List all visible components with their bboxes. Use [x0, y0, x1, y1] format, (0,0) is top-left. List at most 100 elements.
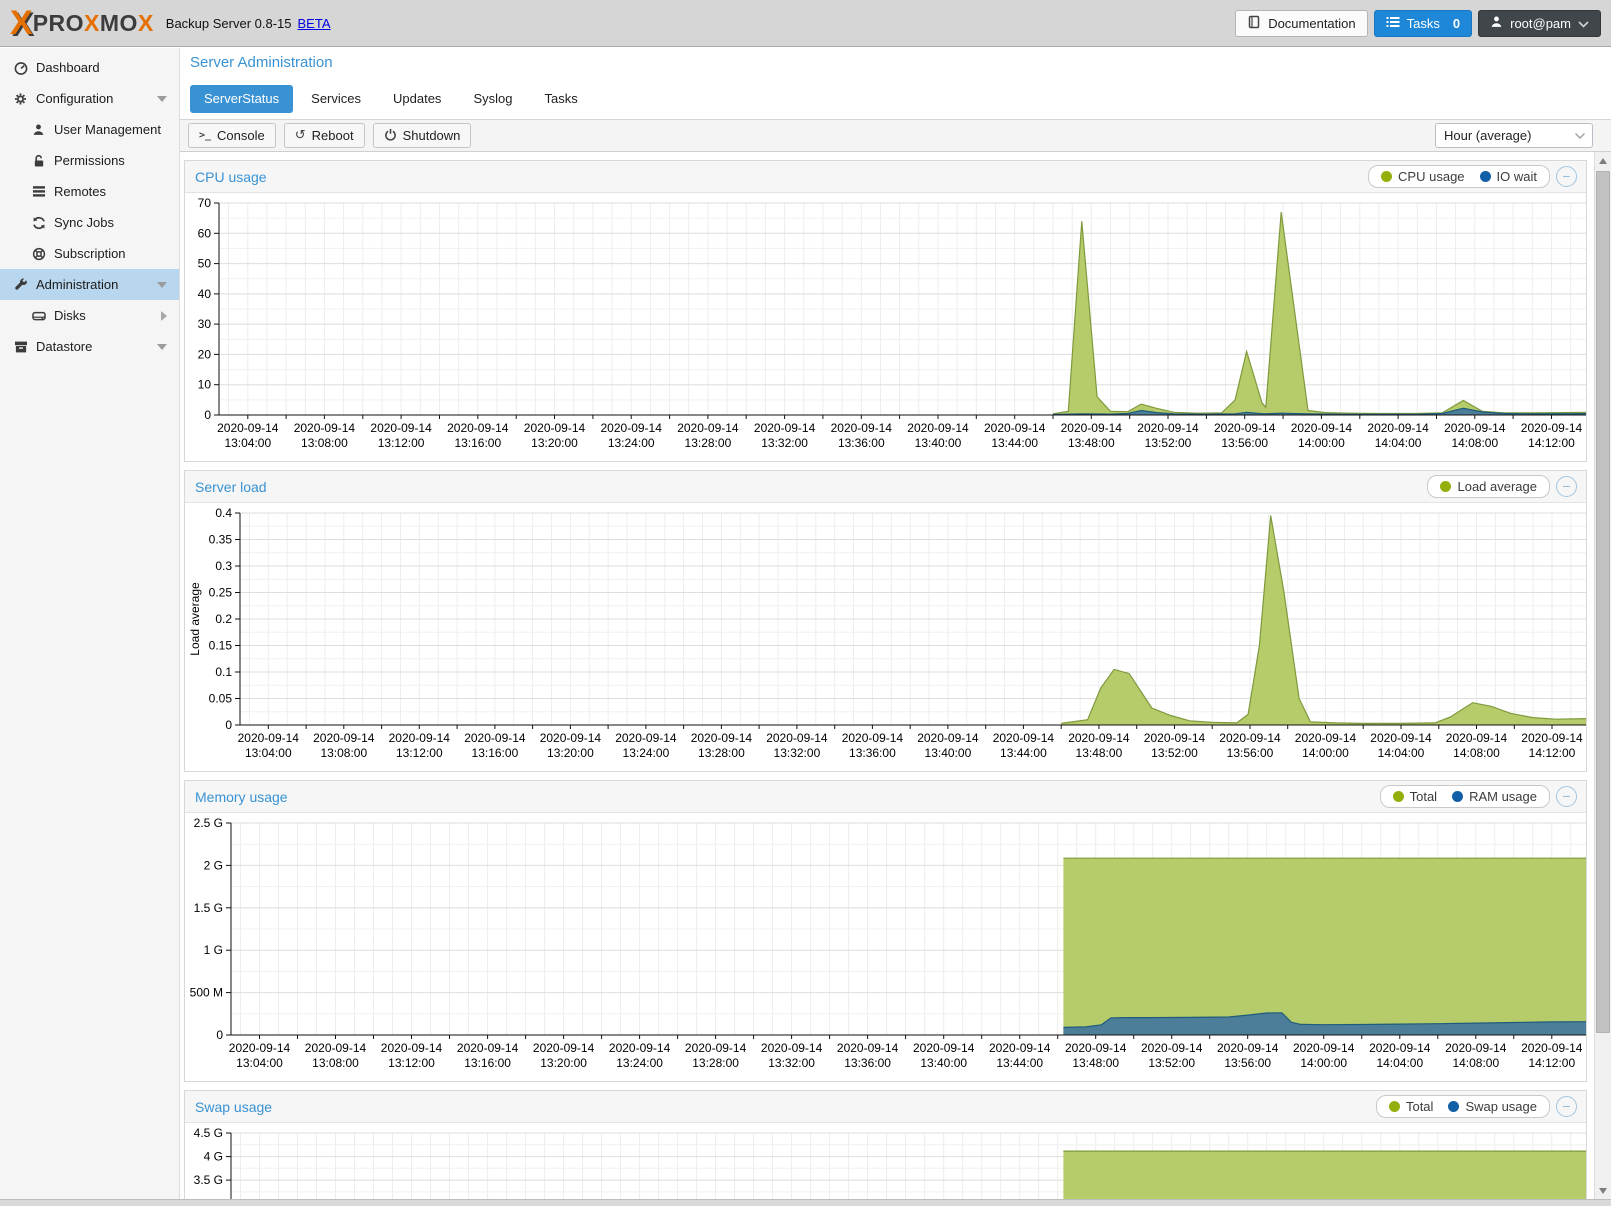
scroll-up-arrow[interactable] — [1595, 152, 1611, 169]
svg-text:2020-09-14: 2020-09-14 — [447, 421, 509, 435]
svg-text:0.05: 0.05 — [209, 692, 233, 706]
svg-text:13:04:00: 13:04:00 — [224, 436, 271, 450]
svg-text:14:04:00: 14:04:00 — [1376, 1056, 1423, 1070]
legend-dot — [1448, 1101, 1460, 1112]
legend-item-total[interactable]: Total — [1388, 1099, 1433, 1114]
scrollbar-thumb[interactable] — [1596, 171, 1610, 1033]
sidebar-item-datastore[interactable]: Datastore — [0, 331, 179, 362]
svg-text:0: 0 — [216, 1028, 223, 1042]
user-menu-button[interactable]: root@pam — [1478, 9, 1601, 37]
page-title: Server Administration — [190, 54, 333, 71]
svg-text:13:52:00: 13:52:00 — [1145, 436, 1192, 450]
tab-updates[interactable]: Updates — [393, 91, 442, 106]
svg-text:13:12:00: 13:12:00 — [378, 436, 425, 450]
svg-text:0.1: 0.1 — [215, 665, 232, 679]
svg-text:2020-09-14: 2020-09-14 — [540, 731, 602, 745]
beta-link[interactable]: BETA — [297, 15, 331, 31]
tasks-button[interactable]: Tasks 0 — [1373, 9, 1473, 37]
legend-item-swap-usage[interactable]: Swap usage — [1448, 1099, 1537, 1114]
unlock-icon — [30, 154, 47, 168]
svg-text:13:32:00: 13:32:00 — [774, 746, 821, 760]
svg-text:13:48:00: 13:48:00 — [1076, 746, 1123, 760]
life-ring-icon — [30, 247, 47, 261]
collapse-panel-button[interactable]: − — [1556, 786, 1577, 807]
tab-tasks[interactable]: Tasks — [544, 91, 578, 106]
svg-text:13:12:00: 13:12:00 — [388, 1056, 435, 1070]
scroll-down-arrow[interactable] — [1595, 1182, 1611, 1199]
sidebar-item-administration[interactable]: Administration — [0, 269, 179, 300]
svg-text:3.5 G: 3.5 G — [194, 1173, 223, 1187]
shutdown-button[interactable]: Shutdown — [372, 123, 472, 148]
console-button[interactable]: >_ Console — [188, 123, 276, 148]
svg-text:2020-09-14: 2020-09-14 — [1521, 421, 1583, 435]
svg-text:Load average: Load average — [188, 582, 202, 656]
vertical-scrollbar[interactable] — [1594, 152, 1611, 1199]
collapse-panel-button[interactable]: − — [1556, 1096, 1577, 1117]
sidebar-item-remotes[interactable]: Remotes — [0, 176, 179, 207]
svg-text:13:20:00: 13:20:00 — [540, 1056, 587, 1070]
legend-dot — [1392, 791, 1404, 802]
svg-text:13:28:00: 13:28:00 — [692, 1056, 739, 1070]
sidebar-item-dashboard[interactable]: Dashboard — [0, 52, 179, 83]
svg-text:70: 70 — [198, 197, 212, 210]
gears-icon — [12, 92, 29, 106]
cpu-usage-chart: 0 10 20 30 40 50 60 70 2020-09-14 13:04:00 2020-09… — [185, 193, 1587, 459]
svg-text:2020-09-14: 2020-09-14 — [1141, 1041, 1203, 1055]
svg-text:14:08:00: 14:08:00 — [1453, 746, 1500, 760]
panel-server-load: Server load Load average − 0 0.05 0.1 0.15 0… — [184, 470, 1587, 772]
horizontal-scrollbar[interactable] — [0, 1199, 1611, 1206]
tab-services[interactable]: Services — [311, 91, 362, 106]
svg-text:14:08:00: 14:08:00 — [1451, 436, 1498, 450]
panel-cpu-usage: CPU usage CPU usage IO wait − 0 10 20 30 40 5… — [184, 160, 1587, 462]
svg-text:2020-09-14: 2020-09-14 — [1293, 1041, 1355, 1055]
svg-text:14:00:00: 14:00:00 — [1298, 436, 1345, 450]
svg-text:2020-09-14: 2020-09-14 — [1369, 1041, 1431, 1055]
svg-text:0.2: 0.2 — [215, 612, 232, 626]
svg-text:2020-09-14: 2020-09-14 — [1219, 731, 1281, 745]
legend-item-cpu-usage[interactable]: CPU usage — [1381, 169, 1465, 184]
tab-bar: ServerStatus Services Updates Syslog Tas… — [190, 85, 1611, 113]
svg-text:13:40:00: 13:40:00 — [920, 1056, 967, 1070]
svg-text:2 G: 2 G — [204, 858, 223, 872]
svg-text:500 M: 500 M — [190, 986, 223, 1000]
collapse-panel-button[interactable]: − — [1556, 476, 1577, 497]
svg-text:2020-09-14: 2020-09-14 — [1068, 731, 1130, 745]
svg-text:13:16:00: 13:16:00 — [472, 746, 519, 760]
legend-item-ram-usage[interactable]: RAM usage — [1452, 789, 1537, 804]
svg-text:50: 50 — [198, 257, 212, 271]
sidebar-item-subscription[interactable]: Subscription — [0, 238, 179, 269]
sidebar-item-sync-jobs[interactable]: Sync Jobs — [0, 207, 179, 238]
server-stack-icon — [30, 185, 47, 199]
reboot-button[interactable]: ↺ Reboot — [283, 123, 365, 148]
time-range-select[interactable]: Hour (average) — [1435, 123, 1593, 148]
svg-text:40: 40 — [198, 287, 212, 301]
sidebar-item-permissions[interactable]: Permissions — [0, 145, 179, 176]
svg-text:14:12:00: 14:12:00 — [1529, 746, 1576, 760]
legend-item-load-average[interactable]: Load average — [1440, 479, 1537, 494]
legend: Total Swap usage — [1375, 1095, 1550, 1118]
collapse-panel-button[interactable]: − — [1556, 166, 1577, 187]
svg-text:2020-09-14: 2020-09-14 — [993, 731, 1055, 745]
svg-text:2020-09-14: 2020-09-14 — [761, 1041, 823, 1055]
svg-text:13:20:00: 13:20:00 — [547, 746, 594, 760]
tab-serverstatus[interactable]: ServerStatus — [190, 85, 294, 113]
legend-item-total[interactable]: Total — [1392, 789, 1437, 804]
svg-text:13:12:00: 13:12:00 — [396, 746, 443, 760]
sidebar-item-user-management[interactable]: User Management — [0, 114, 179, 145]
svg-text:2020-09-14: 2020-09-14 — [457, 1041, 519, 1055]
documentation-button[interactable]: Documentation — [1235, 9, 1368, 37]
chevron-right-icon — [161, 310, 167, 321]
svg-text:2020-09-14: 2020-09-14 — [907, 421, 969, 435]
svg-text:2020-09-14: 2020-09-14 — [1144, 731, 1206, 745]
tab-syslog[interactable]: Syslog — [473, 91, 513, 106]
legend-dot — [1381, 171, 1393, 182]
terminal-icon: >_ — [199, 130, 212, 141]
sidebar-item-configuration[interactable]: Configuration — [0, 83, 179, 114]
svg-text:2020-09-14: 2020-09-14 — [842, 731, 904, 745]
svg-text:13:52:00: 13:52:00 — [1148, 1056, 1195, 1070]
svg-text:2020-09-14: 2020-09-14 — [913, 1041, 975, 1055]
sidebar-item-disks[interactable]: Disks — [0, 300, 179, 331]
legend-item-io-wait[interactable]: IO wait — [1479, 169, 1537, 184]
